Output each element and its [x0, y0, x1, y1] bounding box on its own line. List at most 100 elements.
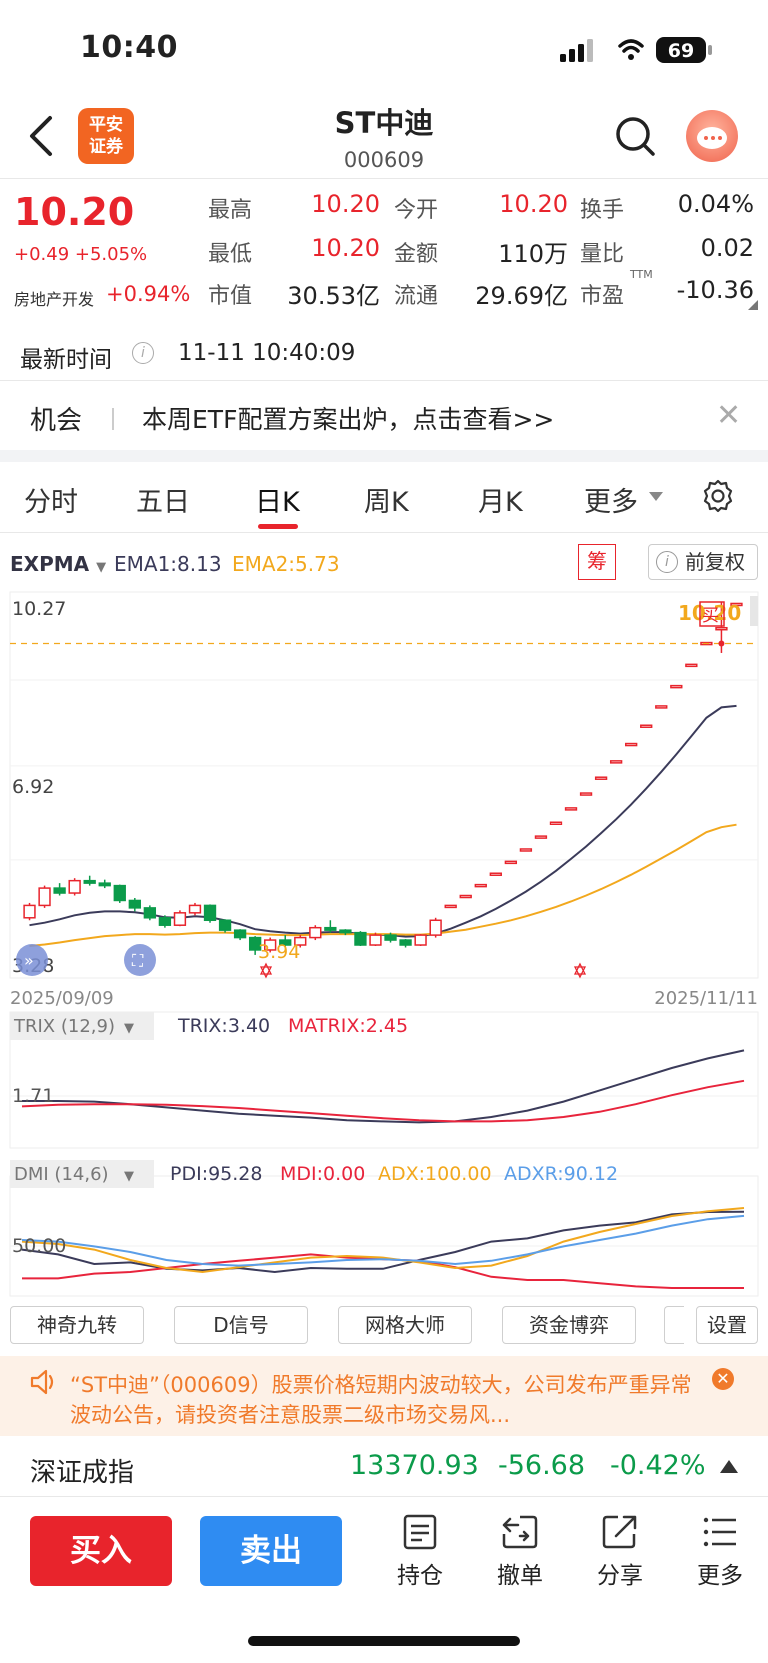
candle-body [188, 904, 202, 914]
candle-body [625, 742, 638, 747]
quote-label: 金额 [394, 242, 439, 267]
sector-name[interactable]: 房地产开发 [14, 290, 95, 309]
info-icon[interactable]: i [132, 342, 154, 364]
tool-button[interactable]: 设置 [696, 1306, 758, 1344]
candle-body [128, 899, 141, 909]
battery-icon: 69 [656, 37, 712, 63]
quote-label: 市盈 [580, 284, 625, 309]
kline-charts[interactable]: 10.276.923.2810.20买3.94»⛶2025/09/092025/… [0, 590, 768, 1300]
stock-name: ST中迪 [334, 106, 434, 140]
holdings-button[interactable]: 持仓 [380, 1512, 460, 1590]
assistant-avatar-icon[interactable] [686, 110, 738, 162]
tab-1[interactable]: 五日 [136, 487, 190, 518]
candle-body [715, 626, 728, 631]
tab-3[interactable]: 周K [364, 487, 409, 518]
overlay-glyph: ⛶ [132, 951, 144, 970]
candle-body [173, 912, 187, 926]
tab-0[interactable]: 分时 [24, 487, 78, 518]
ema2-value: EMA2:5.73 [232, 552, 340, 576]
risk-warning-text: “ST中迪”（000609）股票价格短期内波动较大，公司发布严重异常波动公告，请… [70, 1373, 692, 1427]
adjust-mode-button[interactable]: 前复权 [648, 544, 758, 580]
sub-y-label: 50.00 [12, 1235, 66, 1257]
tool-button[interactable]: 神奇九转 [10, 1306, 144, 1344]
status-icons: 69 [560, 37, 712, 63]
sell-button[interactable]: 卖出 [200, 1516, 342, 1586]
share-label: 分享 [597, 1563, 643, 1589]
gear-icon[interactable] [700, 478, 736, 514]
candle-body [655, 705, 668, 709]
signal-star-icon [573, 962, 587, 975]
candle-body [730, 602, 743, 607]
tool-button[interactable]: 资金博弈 [502, 1306, 636, 1344]
index-value: 13370.93 [350, 1450, 479, 1481]
quote-label: 量比 [580, 242, 625, 267]
quote-value: 29.69亿 [475, 282, 568, 310]
home-indicator[interactable] [248, 1636, 520, 1646]
share-button[interactable]: 分享 [580, 1512, 660, 1590]
tool-button[interactable]: D信号 [174, 1306, 308, 1344]
candle-body [670, 684, 683, 689]
candle-body [640, 724, 653, 728]
opportunity-divider [0, 380, 768, 381]
index-name[interactable]: 深证成指 [30, 1458, 135, 1488]
tool-button-overflow[interactable] [664, 1306, 684, 1344]
tool-button[interactable]: 网格大师 [338, 1306, 472, 1344]
quote-value: 0.02 [700, 234, 754, 262]
tab-4[interactable]: 月K [478, 487, 523, 518]
active-tab-underline [258, 524, 298, 529]
signal-star-icon [573, 966, 587, 979]
scroll-indicator [750, 596, 758, 626]
fullscreen-icon[interactable] [124, 944, 156, 976]
menu-icon [703, 1517, 736, 1547]
expand-chart-icon[interactable] [16, 944, 48, 976]
candle-body [579, 792, 593, 796]
indicator-selector[interactable]: EXPMA ▼ [10, 552, 106, 576]
chip-distribution-button[interactable]: 筹 [578, 544, 616, 580]
risk-warning-banner[interactable] [0, 1356, 768, 1436]
candle-body [399, 939, 412, 946]
main-chart-frame [9, 591, 759, 979]
more-button[interactable]: 更多 [680, 1512, 760, 1590]
close-icon[interactable]: ✕ [716, 398, 742, 433]
candle-body [354, 931, 367, 946]
close-icon[interactable]: ✕ [712, 1368, 734, 1390]
candle-body [68, 879, 81, 894]
candle-body [158, 917, 172, 926]
cancel-order-button[interactable]: 撤单 [480, 1512, 560, 1590]
quote-label: 最低 [208, 242, 253, 267]
sub-chart-frame [9, 1011, 759, 1149]
series-line-matrix [21, 1079, 745, 1123]
candle-body [233, 929, 247, 939]
chevron-down-icon: ▼ [124, 1021, 134, 1036]
chat-bubble-icon [697, 127, 727, 149]
index-change-percent: -0.42% [610, 1450, 706, 1481]
candle-body [203, 904, 217, 922]
tab-2[interactable]: 日K [255, 487, 300, 518]
search-icon[interactable] [612, 113, 658, 159]
cancel-order-icon [502, 1515, 538, 1549]
tab-more[interactable]: 更多 [584, 487, 638, 518]
indicator-tag[interactable]: TRIX (12,9) [13, 1016, 115, 1037]
candle-body [23, 904, 36, 919]
candle-body [444, 904, 457, 909]
expand-up-icon[interactable] [720, 1460, 738, 1473]
expand-quote-icon[interactable] [748, 300, 758, 310]
signal-star-icon [259, 966, 273, 979]
opportunity-link[interactable]: 本周ETF配置方案出炉，点击查看>> [142, 405, 555, 434]
back-icon[interactable] [20, 110, 64, 162]
legend-matrix: MATRIX:2.45 [288, 1015, 408, 1037]
update-time-label: 最新时间 [20, 347, 112, 373]
quote-label: 市值 [208, 284, 253, 309]
candle-body [534, 835, 548, 839]
legend-adx: ADX:100.00 [378, 1163, 492, 1185]
indicator-tag[interactable]: DMI (14,6) [14, 1164, 109, 1185]
series-line-trix [22, 1049, 745, 1124]
indicator-tag-bg [10, 1012, 154, 1040]
buy-button[interactable]: 买入 [30, 1516, 172, 1586]
chevron-down-icon [649, 492, 663, 501]
quote-label: 换手 [580, 198, 625, 223]
last-price-dot [718, 640, 725, 647]
stock-code: 000609 [343, 148, 425, 172]
candle-body [564, 807, 578, 811]
update-time: 11-11 10:40:09 [178, 340, 356, 366]
